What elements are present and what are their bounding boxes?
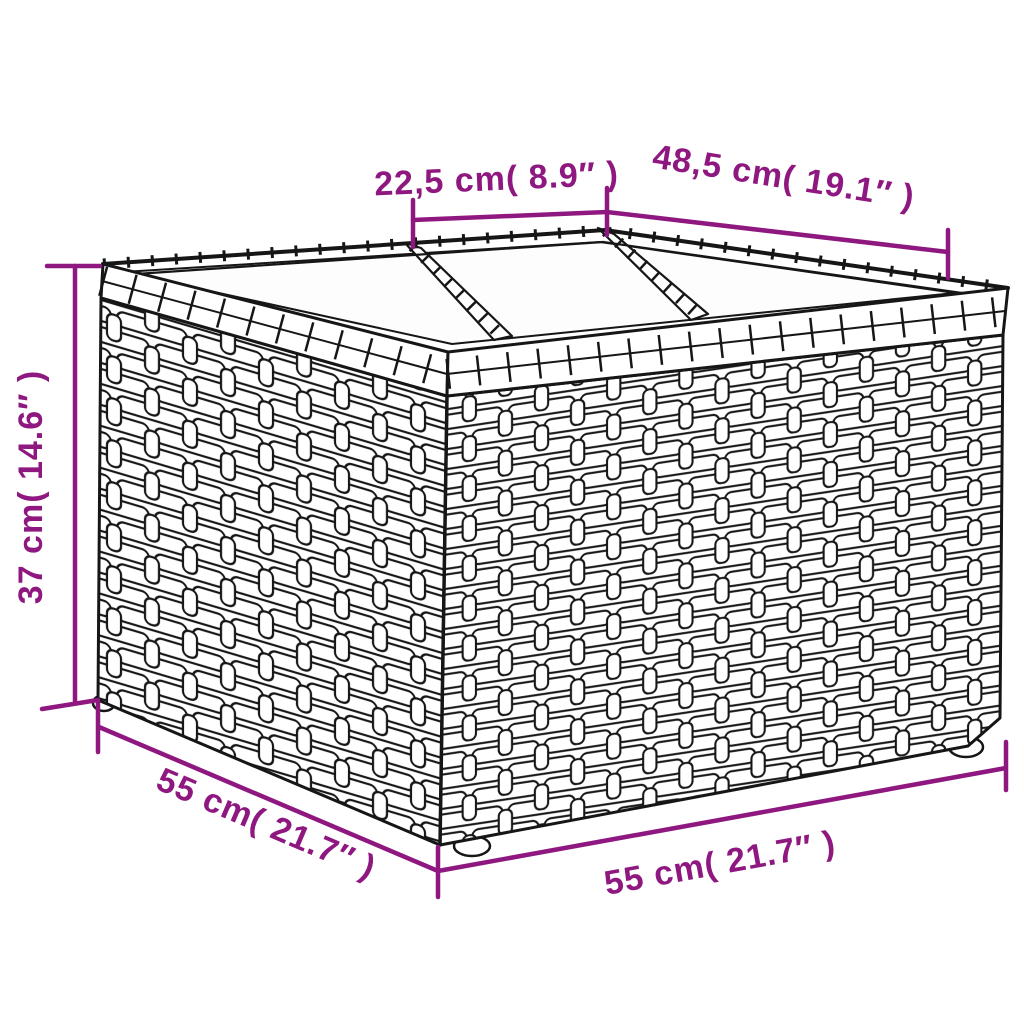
dimension-annotations: [39, 185, 1009, 900]
dimension-label-top-glass-right: 48,5 cm( 19.1″ ): [650, 138, 917, 217]
back-left-rim-edge: [101, 224, 607, 278]
front-corner-edge: [438, 394, 449, 847]
dimension-depth-and-width: [95, 699, 1009, 900]
dimension-label-top-glass-left: 22,5 cm( 8.9″ ): [373, 155, 619, 204]
dimension-top-glass: [410, 185, 951, 281]
wicker-table-line-art: [91, 224, 1010, 858]
right-face-weave: [438, 333, 1005, 847]
glass-divider-strips: [403, 226, 710, 343]
dimension-height: [39, 263, 103, 712]
back-right-rim-edge: [601, 224, 1010, 301]
front-right-rim-band: [445, 286, 1010, 398]
dimension-label-height: 37 cm( 14.6″ ): [12, 370, 50, 604]
